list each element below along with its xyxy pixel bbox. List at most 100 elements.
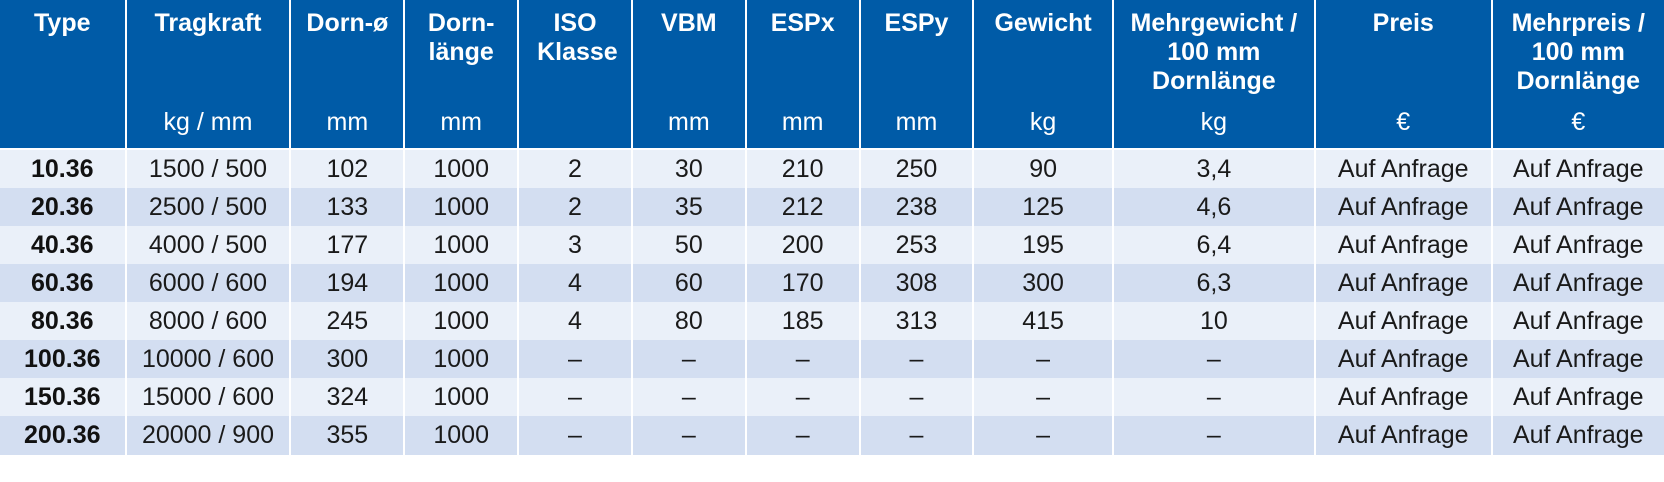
cell-mehrpreis: Auf Anfrage xyxy=(1491,226,1664,264)
cell-dorn-diameter: 355 xyxy=(290,416,406,455)
cell-espy: 313 xyxy=(859,302,975,340)
spec-table: Type Tragkraft kg / mm Dorn-ø mm Dorn-lä… xyxy=(0,0,1664,455)
cell-type: 10.36 xyxy=(0,149,127,188)
cell-iso-klasse: 4 xyxy=(518,302,633,340)
cell-dorn-laenge: 1000 xyxy=(404,264,520,302)
header-unit: € xyxy=(1571,108,1586,136)
table-row: 80.36 8000 / 600 245 1000 4 80 185 313 415 10 Auf … xyxy=(0,302,1664,340)
table-row: 10.36 1500 / 500 102 1000 2 30 210 250 90 3,4 Auf … xyxy=(0,149,1664,188)
header-title: Tragkraft xyxy=(154,9,262,37)
cell-type: 100.36 xyxy=(0,340,127,378)
cell-espy: 238 xyxy=(859,188,975,226)
header-dorn-diameter: Dorn-ø mm xyxy=(290,0,406,150)
cell-dorn-diameter: 245 xyxy=(290,302,406,340)
cell-espy: – xyxy=(859,340,975,378)
cell-tragkraft: 10000 / 600 xyxy=(125,340,292,378)
cell-iso-klasse: 2 xyxy=(518,149,633,188)
cell-preis: Auf Anfrage xyxy=(1314,416,1493,455)
cell-dorn-diameter: 133 xyxy=(290,188,406,226)
cell-mehrgewicht: – xyxy=(1112,378,1316,416)
cell-vbm: 50 xyxy=(631,226,747,264)
cell-vbm: – xyxy=(631,416,747,455)
cell-gewicht: 90 xyxy=(973,149,1114,188)
cell-type: 20.36 xyxy=(0,188,127,226)
header-unit: mm xyxy=(895,108,938,136)
header-title: ESPy xyxy=(884,9,949,37)
cell-mehrpreis: Auf Anfrage xyxy=(1491,302,1664,340)
cell-mehrpreis: Auf Anfrage xyxy=(1491,264,1664,302)
cell-mehrpreis: Auf Anfrage xyxy=(1491,340,1664,378)
cell-dorn-diameter: 177 xyxy=(290,226,406,264)
cell-iso-klasse: 4 xyxy=(518,264,633,302)
cell-iso-klasse: – xyxy=(518,378,633,416)
cell-dorn-laenge: 1000 xyxy=(404,226,520,264)
cell-iso-klasse: 3 xyxy=(518,226,633,264)
header-unit: kg / mm xyxy=(163,108,253,136)
cell-dorn-diameter: 102 xyxy=(290,149,406,188)
cell-gewicht: 195 xyxy=(973,226,1114,264)
cell-vbm: 80 xyxy=(631,302,747,340)
header-tragkraft: Tragkraft kg / mm xyxy=(125,0,292,150)
cell-mehrpreis: Auf Anfrage xyxy=(1491,188,1664,226)
cell-espy: – xyxy=(859,416,975,455)
cell-tragkraft: 4000 / 500 xyxy=(125,226,292,264)
cell-espx: 200 xyxy=(745,226,861,264)
cell-type: 80.36 xyxy=(0,302,127,340)
cell-type: 200.36 xyxy=(0,416,127,455)
cell-espx: 170 xyxy=(745,264,861,302)
cell-dorn-laenge: 1000 xyxy=(404,340,520,378)
cell-dorn-laenge: 1000 xyxy=(404,188,520,226)
header-row: Type Tragkraft kg / mm Dorn-ø mm Dorn-lä… xyxy=(0,0,1664,150)
cell-espx: 210 xyxy=(745,149,861,188)
cell-iso-klasse: – xyxy=(518,340,633,378)
header-iso-klasse: ISO Klasse xyxy=(518,0,633,150)
cell-tragkraft: 8000 / 600 xyxy=(125,302,292,340)
table-row: 40.36 4000 / 500 177 1000 3 50 200 253 195 6,4 Auf… xyxy=(0,226,1664,264)
cell-gewicht: 300 xyxy=(973,264,1114,302)
cell-tragkraft: 1500 / 500 xyxy=(125,149,292,188)
table-header: Type Tragkraft kg / mm Dorn-ø mm Dorn-lä… xyxy=(0,0,1664,150)
table-body: 10.36 1500 / 500 102 1000 2 30 210 250 90 3,4 Auf … xyxy=(0,149,1664,455)
cell-type: 150.36 xyxy=(0,378,127,416)
cell-preis: Auf Anfrage xyxy=(1314,188,1493,226)
cell-preis: Auf Anfrage xyxy=(1314,226,1493,264)
cell-preis: Auf Anfrage xyxy=(1314,149,1493,188)
cell-espy: 250 xyxy=(859,149,975,188)
cell-iso-klasse: – xyxy=(518,416,633,455)
cell-mehrpreis: Auf Anfrage xyxy=(1491,378,1664,416)
header-title: VBM xyxy=(661,9,717,37)
header-gewicht: Gewicht kg xyxy=(973,0,1114,150)
header-unit: mm xyxy=(781,108,824,136)
header-title: Type xyxy=(34,9,91,37)
cell-type: 40.36 xyxy=(0,226,127,264)
header-unit: mm xyxy=(668,108,710,136)
cell-vbm: – xyxy=(631,378,747,416)
cell-iso-klasse: 2 xyxy=(518,188,633,226)
header-vbm: VBM mm xyxy=(631,0,747,150)
cell-dorn-diameter: 324 xyxy=(290,378,406,416)
cell-mehrpreis: Auf Anfrage xyxy=(1491,149,1664,188)
header-espx: ESPx mm xyxy=(745,0,861,150)
header-title: Dorn-länge xyxy=(427,9,495,66)
header-type: Type xyxy=(0,0,127,150)
cell-mehrpreis: Auf Anfrage xyxy=(1491,416,1664,455)
cell-gewicht: – xyxy=(973,340,1114,378)
header-unit: mm xyxy=(326,108,369,136)
header-espy: ESPy mm xyxy=(859,0,975,150)
cell-vbm: – xyxy=(631,340,747,378)
cell-dorn-diameter: 194 xyxy=(290,264,406,302)
table-row: 60.36 6000 / 600 194 1000 4 60 170 308 300 6,3 Auf… xyxy=(0,264,1664,302)
header-unit: € xyxy=(1396,108,1411,136)
cell-preis: Auf Anfrage xyxy=(1314,340,1493,378)
cell-dorn-laenge: 1000 xyxy=(404,416,520,455)
cell-espy: – xyxy=(859,378,975,416)
header-unit: kg xyxy=(1200,108,1228,136)
cell-espx: – xyxy=(745,416,861,455)
cell-preis: Auf Anfrage xyxy=(1314,264,1493,302)
cell-mehrgewicht: – xyxy=(1112,340,1316,378)
cell-espx: 185 xyxy=(745,302,861,340)
cell-espy: 308 xyxy=(859,264,975,302)
cell-espx: 212 xyxy=(745,188,861,226)
cell-dorn-laenge: 1000 xyxy=(404,378,520,416)
cell-preis: Auf Anfrage xyxy=(1314,302,1493,340)
